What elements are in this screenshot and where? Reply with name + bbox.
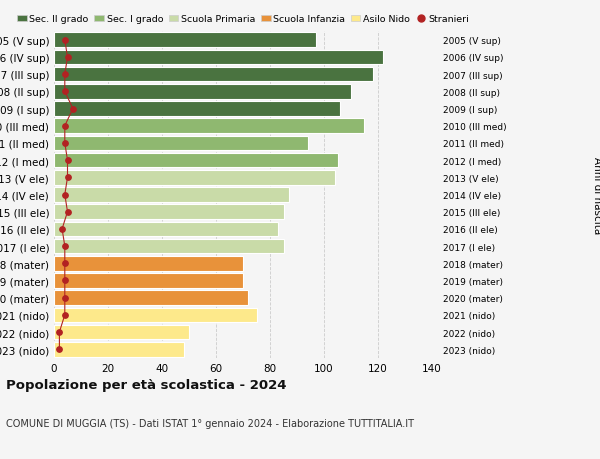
Point — [60, 277, 70, 285]
Bar — [54, 102, 340, 117]
Bar — [54, 308, 257, 322]
Point — [60, 243, 70, 250]
Bar — [54, 222, 278, 237]
Point — [68, 106, 78, 113]
Bar — [54, 274, 243, 288]
Point — [63, 208, 72, 216]
Bar — [54, 171, 335, 185]
Point — [60, 260, 70, 267]
Bar — [54, 291, 248, 305]
Text: Anni di nascita: Anni di nascita — [592, 157, 600, 234]
Bar — [54, 136, 308, 151]
Bar — [54, 205, 284, 219]
Bar — [54, 50, 383, 65]
Point — [60, 71, 70, 78]
Bar — [54, 68, 373, 82]
Point — [58, 226, 67, 233]
Bar — [54, 257, 243, 271]
Point — [55, 346, 64, 353]
Point — [63, 157, 72, 164]
Legend: Sec. II grado, Sec. I grado, Scuola Primaria, Scuola Infanzia, Asilo Nido, Stran: Sec. II grado, Sec. I grado, Scuola Prim… — [17, 15, 469, 24]
Text: COMUNE DI MUGGIA (TS) - Dati ISTAT 1° gennaio 2024 - Elaborazione TUTTITALIA.IT: COMUNE DI MUGGIA (TS) - Dati ISTAT 1° ge… — [6, 418, 414, 428]
Bar — [54, 342, 184, 357]
Bar — [54, 153, 337, 168]
Point — [60, 123, 70, 130]
Bar — [54, 325, 189, 340]
Bar — [54, 34, 316, 48]
Bar — [54, 119, 364, 134]
Point — [63, 174, 72, 182]
Text: Popolazione per età scolastica - 2024: Popolazione per età scolastica - 2024 — [6, 379, 287, 392]
Point — [60, 37, 70, 45]
Point — [60, 294, 70, 302]
Bar — [54, 85, 351, 100]
Point — [55, 329, 64, 336]
Point — [63, 54, 72, 62]
Point — [60, 140, 70, 147]
Bar — [54, 188, 289, 202]
Bar — [54, 239, 284, 254]
Point — [60, 191, 70, 199]
Point — [60, 312, 70, 319]
Point — [60, 89, 70, 96]
